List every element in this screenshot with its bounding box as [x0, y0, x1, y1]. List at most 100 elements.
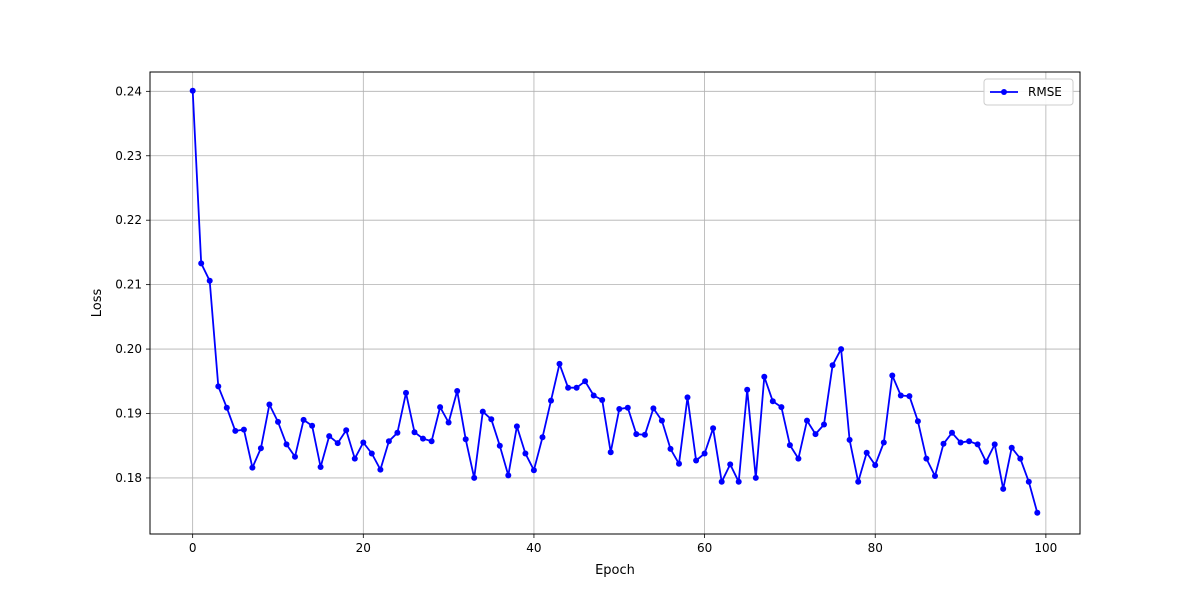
data-point	[223, 404, 230, 411]
data-point	[326, 433, 333, 440]
data-point	[454, 388, 461, 394]
data-point	[727, 461, 734, 468]
data-point	[240, 426, 247, 433]
y-tick-label: 0.20	[115, 342, 142, 356]
data-point	[403, 389, 409, 396]
data-point	[275, 418, 281, 425]
data-point	[257, 445, 264, 452]
data-point	[804, 417, 810, 424]
data-point	[582, 378, 589, 385]
data-point	[769, 398, 776, 405]
data-point	[513, 423, 520, 430]
data-point	[300, 416, 307, 423]
data-point	[266, 401, 273, 408]
legend: RMSE	[983, 78, 1074, 106]
data-point	[309, 422, 316, 429]
data-point	[872, 462, 879, 469]
data-point	[428, 438, 435, 445]
data-point	[283, 441, 290, 448]
data-point	[351, 455, 358, 462]
y-axis-label: Loss	[90, 289, 105, 318]
data-point	[624, 404, 631, 411]
data-point	[360, 439, 367, 446]
plot-frame	[149, 71, 1081, 535]
x-tick-label: 0	[189, 541, 197, 555]
data-point	[829, 362, 836, 369]
data-point	[215, 383, 222, 390]
data-point	[539, 434, 546, 441]
plot-area-background	[150, 72, 1080, 534]
data-point	[317, 464, 324, 470]
legend-entry-rmse: RMSE	[1028, 85, 1062, 99]
data-point	[812, 431, 819, 438]
data-point	[846, 436, 853, 443]
data-point	[189, 87, 196, 94]
data-point	[932, 473, 938, 479]
x-axis-label: Epoch	[595, 563, 635, 578]
data-point	[590, 392, 597, 399]
data-point	[684, 394, 691, 401]
data-point	[1034, 509, 1041, 516]
data-point	[1008, 444, 1015, 451]
ticks: 0 20 40 60 80 100 0.18 0.19 0.20 0.21 0.22 0.23 0.24	[115, 84, 1057, 555]
data-point	[778, 404, 785, 411]
data-point	[821, 421, 827, 428]
y-tick-label: 0.19	[115, 407, 142, 421]
data-point	[633, 431, 640, 438]
x-tick-label: 20	[356, 541, 371, 555]
y-tick-label: 0.22	[115, 213, 142, 227]
legend-box	[983, 78, 1074, 106]
data-point	[795, 455, 802, 462]
data-point	[377, 466, 384, 473]
data-point	[343, 427, 350, 434]
data-point	[838, 346, 845, 353]
data-point	[616, 406, 623, 412]
data-point	[556, 360, 563, 367]
x-tick-label: 80	[868, 541, 883, 555]
data-point	[1025, 478, 1032, 485]
y-tick-label: 0.23	[115, 149, 142, 163]
data-point	[761, 373, 768, 380]
data-point	[249, 464, 256, 471]
y-tick-label: 0.21	[115, 278, 142, 292]
data-point	[710, 425, 717, 432]
x-tick-label: 40	[526, 541, 541, 555]
x-tick-label: 100	[1034, 541, 1057, 555]
data-point	[897, 392, 904, 399]
data-point	[676, 460, 682, 467]
data-point	[437, 404, 444, 411]
data-point	[735, 478, 742, 485]
data-point	[411, 429, 418, 436]
data-point	[863, 449, 870, 456]
data-point	[658, 417, 665, 424]
data-point	[385, 438, 392, 445]
data-point	[744, 386, 751, 393]
data-point	[1000, 485, 1007, 492]
data-point	[718, 478, 725, 485]
data-point	[855, 478, 862, 485]
data-point	[599, 397, 606, 403]
data-point	[701, 450, 708, 457]
data-point	[394, 429, 401, 436]
data-point	[641, 431, 648, 438]
y-tick-label: 0.18	[115, 471, 142, 485]
data-point	[983, 458, 990, 465]
data-point	[573, 384, 580, 391]
data-point	[206, 277, 213, 284]
data-point	[565, 384, 572, 391]
data-point	[607, 449, 614, 456]
data-point	[232, 427, 239, 434]
series-line-rmse	[191, 90, 1039, 513]
data-point	[334, 440, 341, 447]
data-point	[786, 442, 793, 449]
data-point	[974, 441, 981, 448]
data-point	[530, 467, 537, 474]
y-tick-label: 0.24	[115, 84, 142, 98]
data-point	[368, 450, 375, 457]
data-point	[496, 442, 503, 449]
data-point	[906, 393, 913, 400]
data-point	[445, 419, 452, 426]
data-point	[940, 440, 947, 447]
data-point	[923, 455, 930, 462]
